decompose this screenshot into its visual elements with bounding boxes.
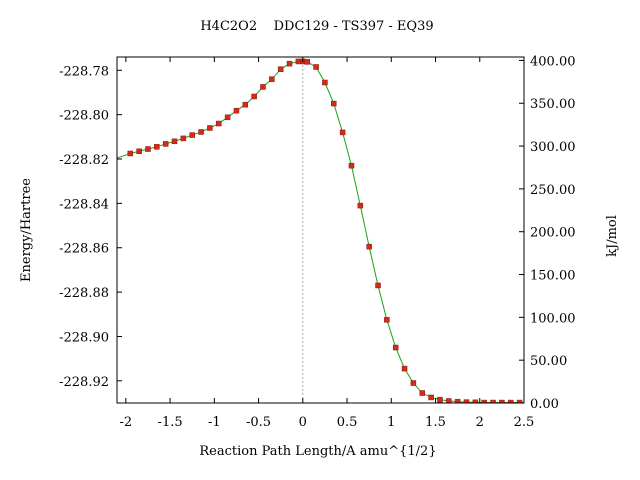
data-point (437, 396, 443, 403)
x-tick-label: 2.5 (514, 415, 535, 430)
data-point (339, 129, 346, 136)
y-axis-label: Energy/Hartree (19, 178, 34, 282)
data-point (428, 394, 434, 401)
data-point (366, 243, 372, 250)
y-tick-label: -228.90 (59, 330, 109, 345)
y2-tick-label: 300.00 (530, 140, 576, 155)
data-point (454, 398, 461, 403)
y2-tick-label: 250.00 (530, 183, 576, 198)
data-point (145, 146, 151, 152)
x-tick-label: -1.5 (158, 415, 183, 430)
y2-tick-label: 0.00 (530, 397, 559, 412)
data-point (331, 100, 337, 107)
y2-tick-label: 50.00 (530, 354, 567, 369)
x-tick-label: -2 (120, 415, 133, 430)
data-point (154, 144, 160, 150)
y2-tick-label: 100.00 (530, 311, 576, 326)
data-point (251, 93, 257, 100)
y-tick-label: -228.84 (59, 197, 109, 212)
data-point (304, 59, 310, 65)
y2-tick-label: 150.00 (530, 269, 576, 284)
data-point (348, 162, 355, 169)
data-point (392, 344, 399, 351)
x-tick-label: -1 (208, 415, 221, 430)
y2-tick-label: 400.00 (530, 54, 576, 69)
data-point (171, 138, 178, 145)
data-point (242, 101, 249, 108)
chart-title: H4C2O2 DDC129 - TS397 - EQ39 (200, 19, 433, 34)
data-point (446, 398, 452, 403)
x-tick-label: 0.5 (337, 415, 358, 430)
data-point (463, 399, 470, 403)
data-point (384, 317, 390, 323)
x-tick-label: 1.5 (425, 415, 446, 430)
data-point (401, 365, 408, 372)
data-point (180, 135, 187, 142)
y-tick-label: -228.82 (59, 153, 109, 168)
y2-tick-label: 350.00 (530, 97, 576, 112)
y-tick-label: -228.92 (59, 375, 109, 390)
data-point (260, 84, 266, 90)
y-tick-label: -228.80 (59, 109, 109, 124)
data-point (375, 282, 381, 289)
data-point (162, 141, 169, 147)
data-point (207, 125, 213, 131)
x-tick-label: 2 (476, 415, 484, 430)
data-point (313, 64, 319, 70)
energy-curve (117, 60, 524, 403)
data-point (127, 150, 134, 157)
data-point (198, 129, 204, 135)
y-tick-label: -228.88 (59, 286, 109, 301)
x-axis-label: Reaction Path Length/A amu^{1/2} (199, 444, 436, 459)
y-tick-label: -228.78 (59, 64, 109, 79)
x-tick-label: 0 (299, 415, 307, 430)
data-point (322, 79, 328, 86)
data-point (286, 60, 293, 67)
x-tick-label: -0.5 (246, 415, 271, 430)
data-point (472, 399, 479, 403)
x-tick-label: 1 (387, 415, 395, 430)
y2-tick-label: 200.00 (530, 226, 576, 241)
data-point (136, 148, 142, 155)
y-axis-right: 400.00 350.00 300.00 250.00 200.00 150.00 100.… (519, 54, 576, 412)
data-point (277, 66, 284, 72)
data-point (224, 114, 231, 121)
data-point (233, 107, 240, 114)
y2-axis-label: kJ/mol (605, 215, 620, 257)
data-point (189, 132, 195, 138)
plot-frame (116, 56, 525, 404)
data-point (410, 380, 417, 386)
data-point (419, 390, 425, 396)
y-axis-left: -228.78 -228.80 -228.82 -228.84 -228.86 -228.… (59, 64, 122, 390)
data-point (216, 120, 222, 127)
plot-area (117, 57, 524, 403)
data-point (269, 76, 275, 82)
x-axis: -2 -1.5 -1 -0.5 0 0.5 1 1.5 2 2.5 (120, 57, 535, 430)
y-tick-label: -228.86 (59, 242, 109, 257)
data-point (357, 202, 364, 209)
